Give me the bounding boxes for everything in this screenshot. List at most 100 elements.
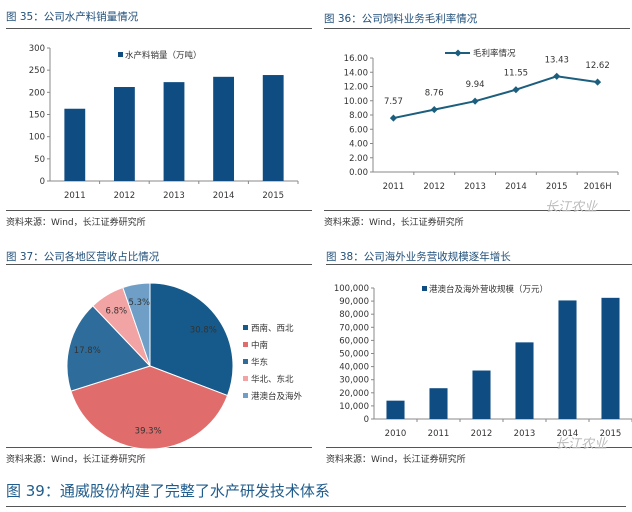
chart36-ytick: 14.00: [344, 68, 368, 78]
chart35-legend-label: 水产料销量（万吨）: [125, 50, 202, 61]
chart38-ytick: 70,000: [339, 323, 369, 333]
chart36-point: [471, 97, 479, 105]
chart38-ytick: 90,000: [339, 297, 369, 307]
figure39-title: 图 39：通威股份构建了完整了水产研发技术体系: [6, 482, 330, 500]
chart36-ytick: 16.00: [344, 54, 368, 64]
chart35-ytick: 0: [40, 177, 45, 187]
chart36-xtick: 2011: [383, 182, 405, 192]
chart35-bar: [262, 75, 284, 181]
chart38-title: 图 38：公司海外业务营收规模逐年增长: [326, 251, 511, 263]
chart36-ytick: 10.00: [344, 97, 368, 107]
chart36-point: [430, 106, 438, 114]
chart36-data-label: 13.43: [545, 55, 569, 65]
chart36-legend-marker: [454, 49, 462, 57]
chart36-xtick: 2016H: [584, 182, 612, 192]
chart36-series-line: [393, 75, 598, 120]
chart37-legend-swatch: [243, 325, 248, 330]
chart38-ytick: 80,000: [339, 310, 369, 320]
chart36-point: [594, 78, 602, 86]
chart38-ytick: 100,000: [334, 284, 369, 294]
chart35-xtick: 2012: [114, 191, 136, 201]
chart38-legend-swatch: [422, 286, 427, 291]
chart35-ytick: 250: [29, 66, 45, 76]
chart38-ytick: 60,000: [339, 336, 369, 346]
chart38-bar: [429, 388, 448, 419]
chart37-legend-label: 华东: [251, 357, 268, 368]
chart35-bar: [213, 76, 235, 181]
chart36-ytick: 2.00: [349, 154, 368, 164]
chart38-ytick: 20,000: [339, 389, 369, 399]
chart35-ytick: 50: [34, 155, 45, 165]
chart36-ytick: 4.00: [349, 140, 368, 150]
divider: [6, 210, 312, 211]
chart35-xtick: 2013: [163, 191, 185, 201]
chart38-ytick: 10,000: [339, 402, 369, 412]
divider: [6, 506, 626, 507]
chart36-xtick: 2014: [505, 182, 527, 192]
chart35-legend-swatch: [118, 52, 123, 57]
chart37-legend-label: 港澳台及海外: [251, 391, 303, 402]
chart38-xtick: 2013: [514, 429, 536, 439]
chart35-bar: [163, 82, 185, 181]
chart38-bar: [601, 297, 620, 419]
chart38-xtick: 2015: [600, 429, 622, 439]
chart38-xtick: 2010: [385, 429, 407, 439]
chart36-ytick: 8.00: [349, 111, 368, 121]
chart36-xtick: 2015: [546, 182, 568, 192]
chart36-data-label: 11.55: [504, 69, 528, 79]
divider: [326, 447, 632, 448]
chart35-xtick: 2011: [64, 191, 86, 201]
chart37-data-label: 39.3%: [135, 427, 162, 437]
chart38-ytick: 30,000: [339, 376, 369, 386]
chart38-ytick: 50,000: [339, 350, 369, 360]
chart37-slice: [149, 282, 234, 397]
chart36-data-label: 8.76: [425, 89, 444, 99]
chart36-source: 资料来源：Wind，长江证券研究所: [324, 218, 464, 228]
chart38-source: 资料来源：Wind，长江证券研究所: [326, 455, 466, 465]
chart37-data-label: 5.3%: [128, 298, 150, 308]
chart37-source: 资料来源：Wind，长江证券研究所: [6, 455, 146, 465]
chart38-xtick: 2012: [471, 429, 493, 439]
chart35-bar: [113, 87, 135, 181]
chart35-bar: [64, 108, 86, 181]
chart38-ytick: 0: [364, 415, 369, 425]
chart37-legend-label: 华北、东北: [251, 374, 294, 385]
chart38-bar: [472, 370, 491, 419]
chart37-title: 图 37：公司各地区营收占比情况: [6, 251, 160, 263]
chart35-source: 资料来源：Wind，长江证券研究所: [6, 218, 146, 228]
chart35-title: 图 35：公司水产料销量情况: [6, 11, 139, 23]
chart38-xtick: 2014: [557, 429, 579, 439]
chart37-data-label: 6.8%: [106, 307, 128, 317]
chart36-xtick: 2012: [423, 182, 445, 192]
chart36-ytick: 12.00: [344, 83, 368, 93]
chart38-bar: [515, 342, 534, 419]
chart36-data-label: 12.62: [585, 61, 609, 71]
chart38-bar: [386, 400, 405, 419]
chart36-xtick: 2013: [464, 182, 486, 192]
chart36-data-label: 7.57: [384, 97, 403, 107]
chart36-point: [389, 114, 397, 122]
chart35-ytick: 100: [29, 133, 45, 143]
chart35-xtick: 2014: [213, 191, 235, 201]
chart37-legend-label: 西南、西北: [251, 323, 294, 334]
divider: [324, 210, 630, 211]
chart36-ytick: 6.00: [349, 125, 368, 135]
chart35-xtick: 2015: [262, 191, 284, 201]
chart37-slice: [66, 305, 151, 392]
chart37-legend-swatch: [243, 393, 248, 398]
chart37-legend-label: 中南: [251, 340, 268, 351]
chart37-legend-swatch: [243, 376, 248, 381]
chart36-title: 图 36：公司饲料业务毛利率情况: [324, 13, 478, 25]
chart35-ytick: 150: [29, 111, 45, 121]
chart37-data-label: 30.8%: [190, 325, 217, 335]
chart35-ytick: 300: [29, 44, 45, 54]
chart35-ytick: 200: [29, 88, 45, 98]
chart38-ytick: 40,000: [339, 363, 369, 373]
chart37-data-label: 17.8%: [74, 346, 101, 356]
divider: [6, 28, 312, 29]
chart37-slice: [70, 365, 229, 450]
chart36-point: [553, 72, 561, 80]
chart38-xtick: 2011: [428, 429, 450, 439]
chart37-legend-swatch: [243, 342, 248, 347]
